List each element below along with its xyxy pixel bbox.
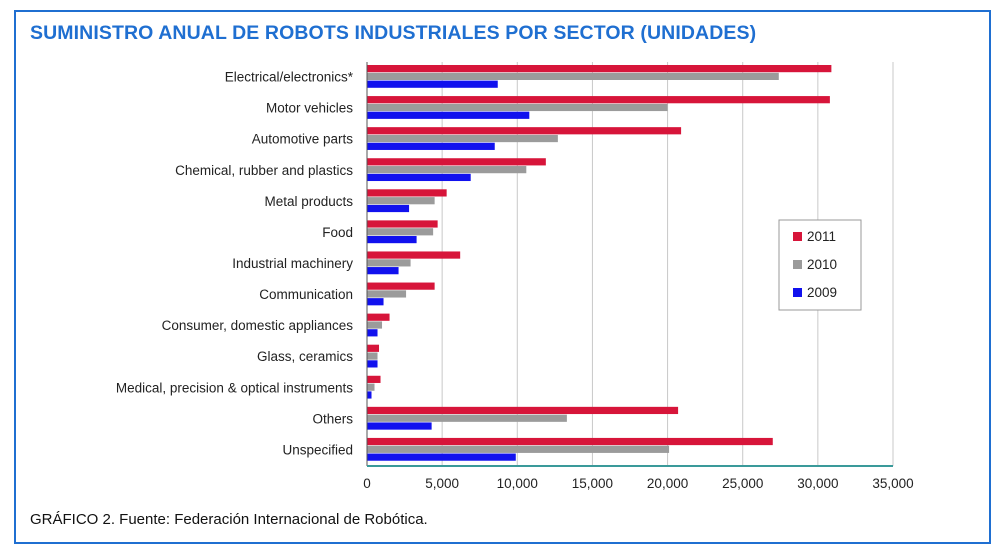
legend-swatch-2009 [793, 288, 802, 297]
category-label: Unspecified [282, 442, 353, 457]
bar-2010 [367, 197, 435, 205]
bar-2009 [367, 173, 471, 182]
bar-2011 [367, 344, 380, 352]
bar-2010 [367, 259, 411, 267]
category-label: Communication [259, 287, 353, 302]
bar-2009 [367, 391, 372, 399]
bar-2010 [367, 445, 670, 453]
x-tick-label: 0 [363, 476, 371, 491]
bar-2010 [367, 103, 668, 112]
bar-2009 [367, 111, 530, 119]
bar-2010 [367, 352, 378, 360]
category-label: Others [312, 411, 353, 426]
category-label: Medical, precision & optical instruments [116, 380, 353, 395]
bar-2010 [367, 414, 567, 422]
category-label: Automotive parts [252, 132, 354, 147]
x-tick-label: 10,000 [497, 476, 538, 491]
bar-2011 [367, 96, 830, 104]
category-label: Glass, ceramics [257, 349, 353, 364]
x-tick-label: 35,000 [872, 476, 913, 491]
bar-2009 [367, 453, 516, 461]
x-tick-label: 5,000 [425, 476, 459, 491]
x-tick-label: 15,000 [572, 476, 613, 491]
category-label: Food [322, 225, 353, 240]
x-tick-label: 30,000 [797, 476, 838, 491]
bar-2009 [367, 80, 498, 88]
bar-2009 [367, 235, 417, 244]
category-label: Consumer, domestic appliances [162, 318, 354, 333]
bar-2011 [367, 437, 773, 446]
bar-2010 [367, 134, 558, 143]
bar-2010 [367, 166, 527, 174]
bar-2011 [367, 313, 390, 321]
category-label: Motor vehicles [266, 101, 353, 116]
x-tick-label: 25,000 [722, 476, 763, 491]
bar-2011 [367, 220, 438, 228]
bar-2011 [367, 65, 832, 73]
bar-2009 [367, 360, 378, 368]
legend-box [778, 219, 862, 311]
bar-2009 [367, 267, 399, 275]
chart-title: SUMINISTRO ANUAL DE ROBOTS INDUSTRIALES … [30, 22, 757, 44]
bar-2009 [367, 422, 432, 430]
bar-2011 [367, 282, 435, 290]
bar-2009 [367, 142, 495, 150]
bar-2010 [367, 383, 375, 391]
category-label: Chemical, rubber and plastics [175, 163, 353, 178]
bar-2010 [367, 321, 383, 329]
legend-swatch-2010 [793, 260, 802, 269]
bar-2011 [367, 251, 461, 259]
bar-2011 [367, 406, 679, 415]
legend-label-2010: 2010 [807, 257, 837, 272]
bar-2011 [367, 127, 682, 135]
category-label: Industrial machinery [232, 256, 353, 271]
x-tick-label: 20,000 [647, 476, 688, 491]
bar-2010 [367, 228, 434, 236]
category-label: Metal products [264, 194, 353, 209]
bar-2011 [367, 158, 546, 166]
chart-caption: GRÁFICO 2. Fuente: Federación Internacio… [30, 511, 428, 528]
bar-2010 [367, 72, 779, 80]
bar-2009 [367, 298, 384, 306]
bar-2011 [367, 375, 381, 383]
bar-2011 [367, 189, 447, 197]
category-label: Electrical/electronics* [225, 70, 354, 85]
bar-2009 [367, 329, 378, 337]
legend-swatch-2011 [793, 232, 802, 241]
bar-2010 [367, 290, 407, 298]
legend-label-2009: 2009 [807, 285, 837, 300]
legend-label-2011: 2011 [807, 229, 836, 244]
bar-2009 [367, 204, 410, 213]
